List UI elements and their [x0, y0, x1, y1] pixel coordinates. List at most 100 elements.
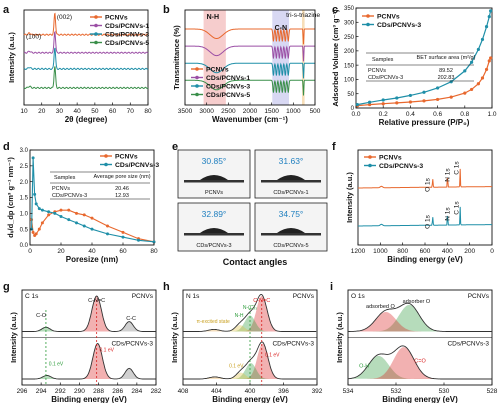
bet-x-tick: 0.8 — [460, 111, 469, 118]
legend-marker — [104, 162, 108, 167]
peak-label: C=O — [414, 359, 426, 365]
table-header: Average pore size (nm) — [93, 174, 150, 180]
pore-x-tick: 80 — [150, 248, 158, 255]
table-cell: 89.52 — [439, 68, 453, 74]
legend-marker — [195, 92, 199, 97]
pore-point — [137, 238, 140, 242]
y-axis-label: Adsorbed Volume (cm³ g⁻¹) — [331, 9, 340, 107]
bet-point — [368, 100, 372, 104]
legend-marker — [104, 154, 108, 158]
fit-component — [22, 327, 156, 332]
xps-x-tick: 392 — [312, 388, 323, 395]
bet-y-tick: 100 — [344, 78, 355, 84]
xrd-series-line — [23, 47, 149, 71]
ftir-legend: CDs/PCNVs-1 — [206, 75, 250, 82]
xps-sample-label: CDs/PCNVs-3 — [111, 341, 153, 348]
bet-legend: CDs/PCNVs-3 — [377, 22, 421, 29]
ftir-series-line — [185, 79, 315, 96]
pore-y-tick: 2.0 — [20, 180, 29, 186]
bet-point — [484, 24, 489, 29]
panel-letter: c — [332, 4, 338, 16]
x-axis-label: Binding energy (eV) — [212, 395, 288, 403]
peak-label: adsorber O — [403, 299, 431, 305]
bet-point — [476, 82, 480, 86]
legend-marker — [94, 32, 98, 36]
xrd-series-line — [23, 66, 149, 90]
peak-label: O 1s — [424, 177, 431, 191]
pore-x-tick: 0 — [28, 248, 32, 255]
bet-point — [489, 56, 493, 60]
contact-angle-sample: CDs/PCNVs-1 — [273, 190, 308, 196]
peak-label: N-(C)₃ — [243, 305, 257, 311]
pore-point — [34, 232, 38, 236]
bet-point — [395, 101, 399, 105]
bet-y-tick: 200 — [344, 49, 355, 55]
xrd-legend: PCNVs — [105, 14, 128, 21]
table-cell: 20.46 — [115, 186, 129, 192]
pore-x-tick: 40 — [88, 248, 96, 255]
peak-label: O 1s — [424, 214, 431, 228]
table-cell: PCNVs — [368, 68, 386, 74]
pore-point — [106, 224, 109, 228]
contact-angle-sample: PCNVs — [205, 190, 223, 196]
survey-x-tick: 800 — [397, 248, 408, 255]
shift-label: 0.1 eV — [229, 364, 244, 370]
table-cell: CDs/PCNVs-3 — [368, 75, 403, 81]
x-axis-label: Binding energy (eV) — [51, 395, 127, 403]
xps-x-tick: 404 — [211, 388, 222, 395]
xps-title: C 1s — [25, 293, 39, 300]
xps-envelope — [348, 302, 492, 332]
xps-x-tick: 408 — [178, 388, 189, 395]
xps-x-tick: 292 — [55, 388, 66, 395]
legend-marker — [366, 14, 370, 18]
bet-point — [463, 69, 467, 73]
xps-x-tick: 282 — [151, 388, 162, 395]
panel-letter: g — [3, 281, 10, 293]
xrd-legend: CDs/PCNVs-1 — [105, 23, 149, 30]
ftir-band — [203, 10, 226, 105]
ftir-x-tick: 500 — [310, 108, 321, 115]
contact-angle-sample: CDs/PCNVs-3 — [196, 243, 231, 249]
band-label-triazine: tri-s-triazine — [286, 12, 320, 19]
bet-point — [408, 100, 412, 104]
xrd-series-line — [23, 30, 149, 54]
panel-letter: d — [3, 141, 10, 153]
peak-label: N 1s — [445, 168, 452, 182]
bet-point — [381, 102, 385, 106]
panel-letter: b — [163, 4, 170, 16]
x-axis-label: 2θ (degree) — [65, 115, 108, 124]
peak-label: C-N=C — [253, 298, 270, 304]
peak-label: adsorbed O — [366, 304, 395, 310]
bet-point — [422, 90, 426, 94]
pore-point — [106, 232, 109, 236]
pore-point — [37, 227, 41, 231]
bet-y-tick: 50 — [347, 92, 354, 98]
bet-point — [436, 97, 440, 102]
survey-legend: PCNVs — [379, 154, 402, 161]
xps-sample-label: CDs/PCNVs-3 — [272, 341, 314, 348]
band-label-nh: N-H — [207, 14, 219, 21]
shift-label: 0.1 eV — [265, 353, 280, 359]
y-axis-label: Transmittance (%) — [172, 25, 181, 90]
xps-x-tick: 532 — [391, 388, 402, 395]
bet-x-tick: 1.0 — [487, 111, 496, 118]
pore-point — [31, 156, 35, 160]
xps-x-tick: 396 — [278, 388, 289, 395]
y-axis-label: Intensity (a.u.) — [170, 312, 179, 363]
panel-letter: e — [172, 141, 178, 153]
peak-label: π-excited state — [197, 319, 230, 325]
pore-y-tick: 3.0 — [20, 148, 29, 154]
bet-y-tick: 150 — [344, 63, 355, 69]
xps-x-tick: 528 — [487, 388, 498, 395]
ftir-x-tick: 2500 — [221, 108, 236, 115]
bet-point — [368, 102, 372, 107]
table-cell: PCNVs — [52, 186, 70, 192]
x-axis-label: Binding energy (eV) — [382, 395, 458, 403]
bet-x-tick: 0.6 — [433, 111, 442, 118]
xrd-frame — [23, 9, 149, 106]
xps-envelope — [22, 295, 156, 332]
fit-component — [183, 363, 317, 379]
table-cell: CDs/PCNVs-3 — [52, 193, 87, 199]
survey-series-line — [358, 206, 492, 227]
bet-point — [355, 102, 359, 107]
